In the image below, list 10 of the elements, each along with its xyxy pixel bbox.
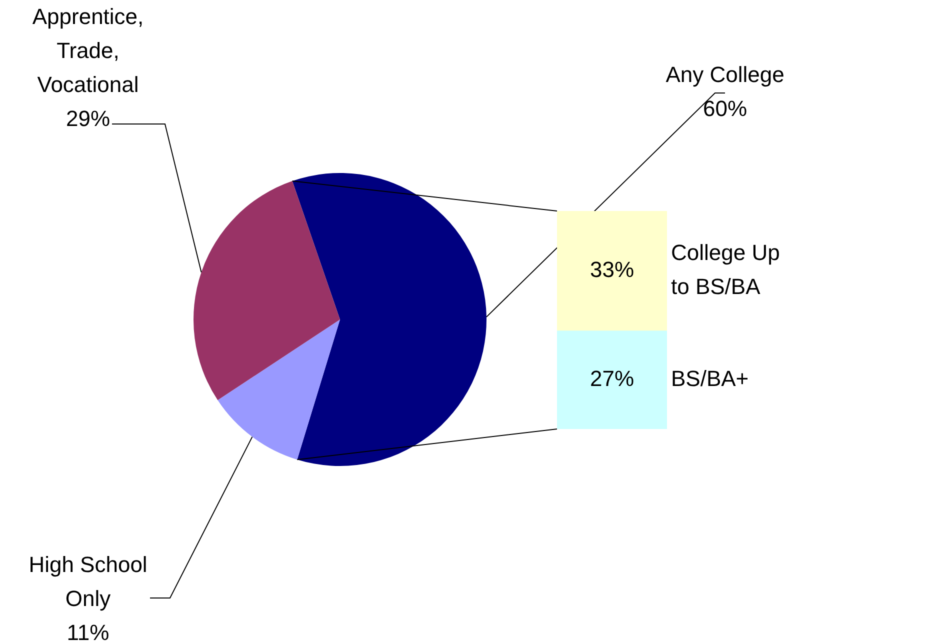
slice-label: High School Only [28, 552, 148, 612]
slice-label: Any College [666, 62, 784, 88]
slice-label: Apprentice, Trade, Vocational [32, 4, 144, 98]
data-label: 33% [590, 257, 634, 282]
series-label: BS/BA+ [671, 366, 749, 392]
data-label: 27% [590, 366, 634, 392]
data-label: 60% [702, 96, 748, 122]
data-label: 29% [66, 106, 110, 132]
series-label: College Up to BS/BA [671, 240, 780, 300]
data-label: 11% [66, 620, 110, 641]
